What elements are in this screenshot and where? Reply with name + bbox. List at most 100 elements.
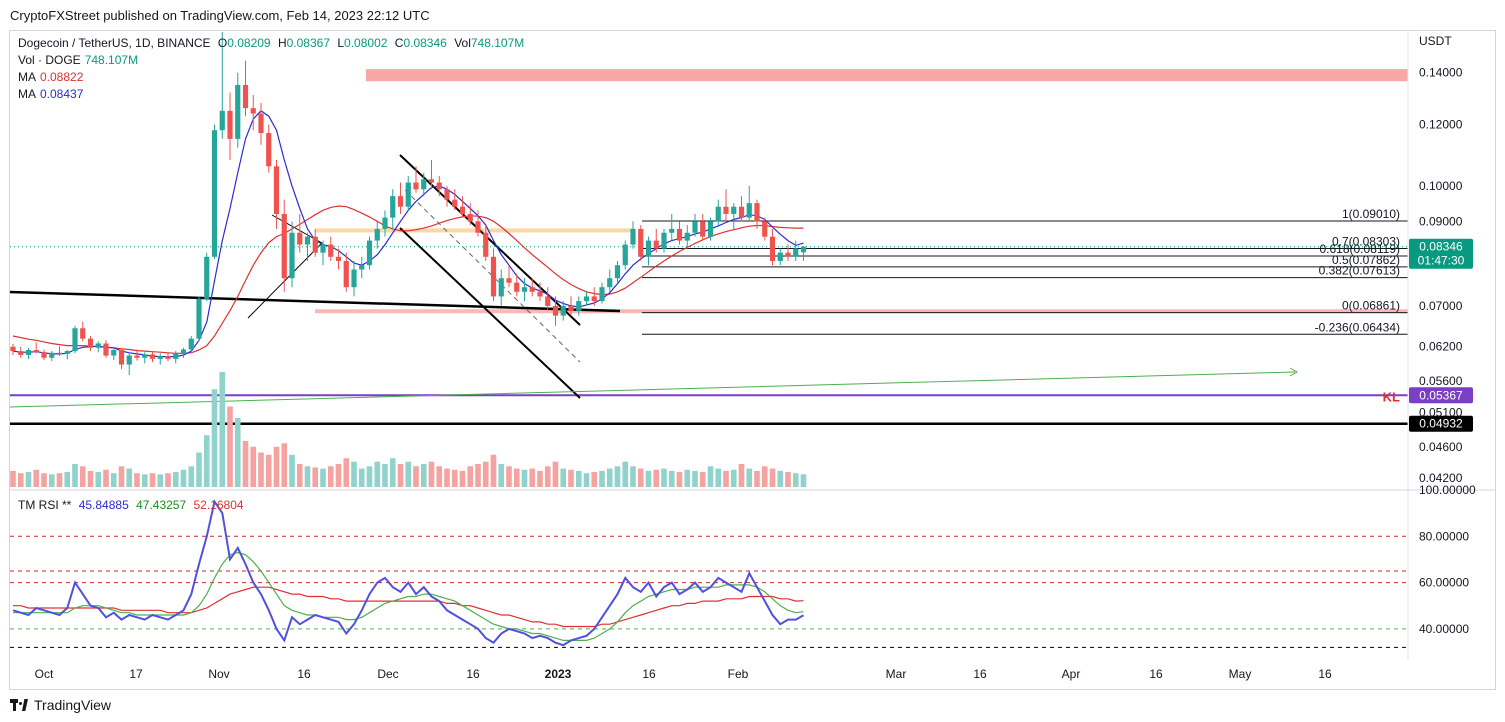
volume-bar — [296, 464, 303, 487]
volume-bar — [149, 473, 156, 487]
volume-bar — [575, 470, 582, 487]
candle-body — [514, 282, 520, 292]
time-axis-tick: 16 — [642, 667, 656, 681]
candle-body — [607, 278, 613, 288]
volume-bar — [451, 469, 458, 487]
fib-level-label: 0.382(0.07613) — [1319, 264, 1400, 278]
volume-legend-value: 748.107M — [84, 53, 139, 67]
volume-bar — [351, 461, 357, 487]
candle-body — [219, 110, 225, 131]
volume-bar — [211, 389, 218, 487]
candle-body — [351, 269, 357, 288]
tradingview-logo[interactable]: TradingView — [10, 697, 111, 713]
candle-body — [211, 130, 218, 257]
candle-body — [723, 206, 729, 214]
price-badge-value: 0.08346 — [1419, 240, 1463, 254]
candle-body — [405, 182, 411, 207]
volume-bar — [420, 464, 427, 487]
chart-frame — [9, 30, 1496, 690]
candle-body — [273, 166, 280, 214]
ma-slow-line — [12, 205, 804, 354]
candle-body — [180, 349, 187, 354]
volume-bar — [203, 435, 210, 487]
volume-bar — [606, 468, 613, 487]
price-axis-tick: 0.04600 — [1419, 440, 1463, 454]
volume-bar — [335, 464, 342, 487]
candle-body — [583, 296, 590, 302]
ma-fast-label: MA — [18, 87, 36, 101]
rsi-axis-tick: 40.00000 — [1419, 622, 1469, 636]
candle-body — [653, 240, 659, 249]
candle-body — [545, 296, 551, 306]
candle-body — [266, 133, 272, 167]
rsi-slow-value: 52.16804 — [193, 498, 244, 512]
volume-bar — [668, 470, 675, 487]
candle-body — [521, 287, 528, 292]
time-axis-tick: 16 — [973, 667, 987, 681]
candle-body — [149, 354, 156, 359]
candle-body — [459, 206, 466, 214]
candle-body — [490, 256, 497, 297]
candle-body — [444, 189, 450, 200]
candle-body — [800, 246, 807, 253]
ma-fast-legend[interactable]: MA 0.08437 — [18, 87, 83, 101]
volume-bar — [761, 466, 768, 487]
candle-body — [692, 221, 698, 233]
rsi-ma-value: 47.43257 — [136, 498, 187, 512]
tradingview-logo-icon — [10, 699, 28, 711]
vol-value: 748.107M — [470, 36, 525, 50]
vol-label: Vol — [454, 36, 471, 50]
volume-bar — [459, 470, 466, 487]
candle-body — [452, 199, 458, 207]
ma-slow-label: MA — [18, 70, 36, 84]
candle-body — [762, 221, 768, 237]
candle-body — [374, 228, 380, 241]
candle-body — [506, 278, 512, 283]
volume-bar — [591, 472, 598, 487]
volume-bar — [560, 468, 567, 487]
volume-bar — [513, 468, 520, 487]
ma-slow-legend[interactable]: MA 0.08822 — [18, 70, 83, 84]
close-label: C — [394, 36, 404, 50]
candle-body — [382, 217, 388, 229]
volume-bar — [637, 468, 644, 487]
open-label: O — [217, 36, 228, 50]
candle-body — [335, 256, 342, 261]
candle-body — [173, 353, 179, 359]
key-level-label: KL — [1383, 389, 1400, 404]
price-badge-value: 0.05367 — [1419, 388, 1463, 402]
candle-body — [638, 228, 644, 257]
channel-upper-line — [399, 154, 581, 326]
candle-body — [475, 221, 481, 233]
price-badge-value: 0.04932 — [1419, 417, 1463, 431]
volume-bar — [645, 470, 652, 487]
rsi-slow-line — [13, 586, 804, 628]
volume-bar — [374, 461, 381, 487]
volume-bar — [444, 468, 450, 487]
candle-body — [227, 110, 233, 139]
volume-bar — [428, 461, 435, 487]
volume-bar — [134, 473, 140, 487]
fib-level-label: 0.618(0.08119) — [1319, 242, 1400, 256]
candle-body — [552, 305, 559, 316]
volume-bar — [343, 458, 350, 487]
volume-bar — [304, 466, 311, 487]
fib-level-label: 0.5(0.07862) — [1332, 253, 1400, 267]
volume-bar — [692, 470, 698, 487]
ma-slow-value: 0.08822 — [40, 70, 84, 84]
time-axis-tick: Mar — [886, 667, 907, 681]
volume-legend[interactable]: Vol · DOGE 748.107M — [18, 53, 138, 67]
candle-body — [289, 232, 295, 279]
rsi-legend[interactable]: TM RSI ** 45.84885 47.43257 52.16804 — [18, 498, 244, 512]
volume-bar — [769, 468, 776, 487]
volume-bar — [95, 472, 102, 487]
volume-bar — [436, 466, 443, 487]
volume-bar — [754, 470, 760, 487]
candle-body — [242, 84, 249, 109]
long-trend-arrow — [9, 371, 1296, 408]
volume-bar — [250, 446, 257, 487]
candle-body — [64, 351, 70, 354]
candle-body — [560, 305, 566, 316]
candle-body — [576, 301, 582, 311]
